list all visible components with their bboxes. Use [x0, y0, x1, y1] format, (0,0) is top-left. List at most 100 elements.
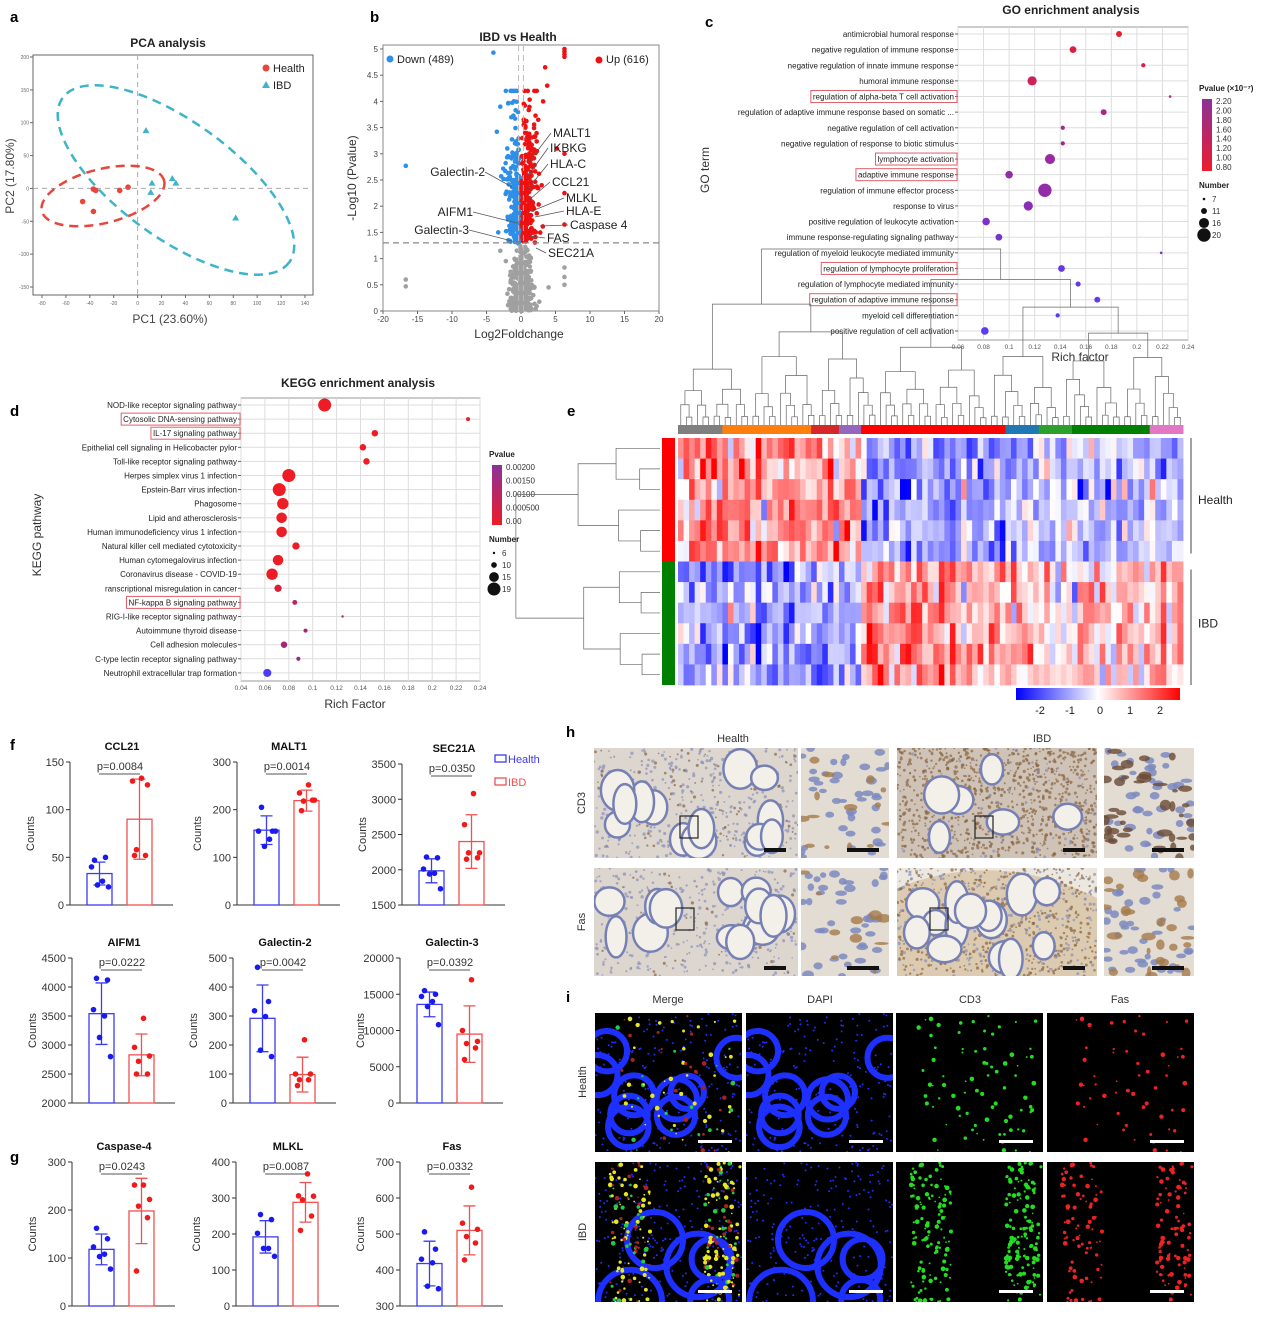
- heatmap-cell: [883, 479, 890, 501]
- heatmap-cell: [1044, 602, 1051, 624]
- color-legend-bar: [1202, 99, 1212, 171]
- sample-point: [266, 836, 273, 843]
- down-gene-point: [507, 174, 513, 180]
- cell-speck: [901, 828, 905, 832]
- heatmap-cell: [722, 540, 729, 562]
- heatmap-cell: [689, 643, 696, 665]
- stained-cell: [1119, 820, 1126, 826]
- cell-speck: [1036, 769, 1041, 774]
- cell-speck: [700, 780, 703, 783]
- cell-speck: [1038, 849, 1041, 851]
- heatmap-cell: [922, 623, 929, 645]
- heatmap-cell: [783, 438, 790, 459]
- sample-point: [459, 1027, 466, 1034]
- chart-title: IBD vs Health: [479, 30, 556, 44]
- nucleus: [801, 848, 806, 856]
- nucleus: [830, 758, 838, 766]
- heatmap-cell: [1044, 499, 1051, 521]
- cell-speck: [917, 814, 921, 818]
- heatmap-cell: [1116, 623, 1123, 645]
- up-gene-point: [524, 118, 529, 124]
- heatmap-cell: [1038, 540, 1045, 562]
- panel-label: d: [10, 403, 19, 420]
- cell-speck: [929, 770, 933, 774]
- heatmap-cell: [1094, 479, 1101, 501]
- cell-speck: [609, 756, 612, 759]
- cell-speck: [1062, 777, 1066, 781]
- heatmap-cell: [727, 643, 734, 665]
- cell-speck: [626, 951, 629, 954]
- heatmap-cell: [811, 499, 818, 521]
- heatmap-cell: [972, 643, 979, 665]
- cell-speck: [899, 803, 902, 806]
- heatmap-cell: [1088, 561, 1095, 583]
- gene-label-leader: [534, 210, 565, 218]
- cell-speck: [1072, 836, 1076, 840]
- cell-speck: [963, 774, 966, 778]
- heatmap-cell: [938, 561, 945, 583]
- cell-speck: [782, 939, 786, 943]
- cell-speck: [953, 772, 957, 776]
- heatmap-cell: [872, 643, 879, 665]
- size-legend-label: 20: [1212, 231, 1221, 240]
- nucleus: [1180, 778, 1193, 783]
- sample-point: [90, 1244, 97, 1250]
- heatmap-cell: [833, 582, 840, 604]
- heatmap-cell: [1005, 664, 1012, 686]
- ibd-bar: [293, 799, 320, 906]
- sample-point: [101, 1251, 108, 1257]
- cell-speck: [985, 846, 988, 850]
- column-dendrogram-branch: [735, 404, 745, 425]
- ns-gene-point: [403, 284, 409, 289]
- heatmap-cell: [922, 520, 929, 542]
- cell-speck: [682, 769, 686, 772]
- y-axis-label: Counts: [192, 816, 204, 851]
- y-axis-label: PC2 (17.80%): [3, 138, 17, 213]
- column-dendrogram-branch: [885, 371, 916, 393]
- heatmap-cell: [827, 623, 834, 645]
- cell-speck: [921, 806, 924, 808]
- cell-speck: [989, 854, 993, 858]
- cell-speck: [1050, 770, 1054, 774]
- cell-speck: [751, 793, 755, 796]
- cell-speck: [698, 749, 702, 753]
- cell-speck: [1007, 849, 1010, 852]
- health-point: [79, 198, 86, 205]
- heatmap-cell: [1149, 582, 1156, 604]
- heatmap-cell: [955, 438, 962, 459]
- heatmap-cell: [805, 623, 812, 645]
- heatmap-cell: [816, 582, 823, 604]
- heatmap-cell: [1160, 438, 1167, 459]
- ns-gene-point: [532, 301, 537, 307]
- cell-speck: [723, 826, 727, 829]
- heatmap-cell: [1072, 561, 1078, 583]
- gene-label: HLA-C: [550, 157, 586, 171]
- cell-speck: [961, 848, 964, 852]
- cell-speck: [1060, 774, 1064, 777]
- cell-speck: [1073, 791, 1077, 795]
- term-label: adaptive immune response: [858, 171, 955, 180]
- column-cluster-bar: [1149, 425, 1184, 434]
- heatmap-cell: [1110, 499, 1117, 521]
- heatmap-cell: [916, 582, 923, 604]
- heatmap-cell: [1060, 540, 1067, 562]
- cell-speck: [629, 756, 632, 759]
- y-tick-label: 5000: [370, 1062, 394, 1074]
- cell-speck: [1069, 780, 1073, 784]
- heatmap-cell: [1094, 540, 1101, 562]
- cell-speck: [615, 881, 619, 885]
- stained-cell: [1116, 810, 1127, 816]
- cell-speck: [1010, 786, 1012, 789]
- up-gene-point: [528, 161, 533, 166]
- heatmap-cell: [866, 582, 873, 604]
- heatmap-cell: [788, 499, 795, 521]
- sample-point: [271, 1253, 278, 1260]
- enrichment-dot: [363, 458, 370, 465]
- heatmap-cell: [744, 438, 751, 459]
- heatmap-cell: [1171, 520, 1178, 542]
- cell-speck: [1089, 784, 1092, 788]
- term-label: lymphocyte activation: [878, 155, 954, 164]
- heatmap-cell: [944, 458, 951, 480]
- cell-speck: [963, 748, 966, 752]
- cell-speck: [667, 762, 671, 766]
